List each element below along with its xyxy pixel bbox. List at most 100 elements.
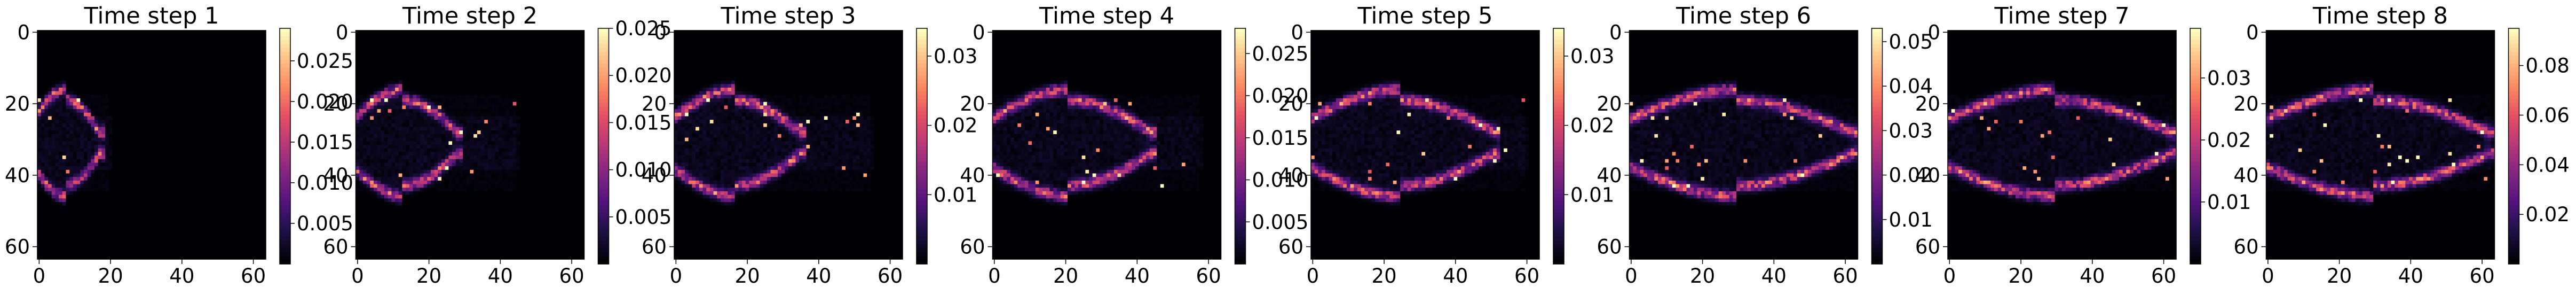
heatmap-cell <box>41 216 45 220</box>
heatmap-cell <box>77 184 81 188</box>
heatmap-cell <box>230 95 234 98</box>
heatmap-cell <box>116 177 120 181</box>
heatmap-cell <box>205 198 209 202</box>
heatmap-cell <box>244 70 248 74</box>
heatmap-cell <box>520 70 524 74</box>
heatmap-cell <box>570 45 574 49</box>
heatmap-cell <box>244 95 248 98</box>
heatmap-cell <box>98 145 102 149</box>
heatmap-cell <box>226 84 230 88</box>
heatmap-cell <box>212 88 216 91</box>
heatmap-cell <box>202 174 206 177</box>
heatmap-cell <box>226 248 230 252</box>
heatmap-cell <box>69 130 73 134</box>
heatmap-cell <box>198 238 202 242</box>
heatmap-cell <box>244 191 248 195</box>
heatmap-cell <box>234 56 238 59</box>
heatmap-cell <box>77 34 81 38</box>
heatmap-cell <box>55 220 59 223</box>
heatmap-cell <box>152 209 155 213</box>
heatmap-cell <box>248 116 252 120</box>
heatmap-cell <box>202 37 206 41</box>
heatmap-cell <box>251 149 255 152</box>
heatmap-cell <box>248 166 252 170</box>
heatmap-cell <box>48 138 52 142</box>
heatmap-cell <box>52 162 56 166</box>
heatmap-cell <box>120 138 123 142</box>
colorbar-band <box>280 256 290 260</box>
heatmap-cell <box>69 37 73 41</box>
heatmap-cell <box>94 138 98 142</box>
heatmap-cell <box>223 152 227 156</box>
heatmap-cell <box>41 134 45 138</box>
heatmap-cell <box>409 56 413 59</box>
heatmap-cell <box>105 252 109 256</box>
heatmap-cell <box>495 63 499 66</box>
heatmap-cell <box>145 84 148 88</box>
heatmap-cell <box>166 130 170 134</box>
heatmap-cell <box>434 52 438 56</box>
heatmap-cell <box>52 130 56 134</box>
heatmap-cell <box>255 56 259 59</box>
heatmap-cell <box>169 195 173 199</box>
heatmap-cell <box>127 213 130 216</box>
heatmap-cell <box>234 231 238 235</box>
heatmap-cell <box>41 145 45 149</box>
heatmap-cell <box>120 213 123 216</box>
heatmap-cell <box>88 156 91 159</box>
heatmap-cell <box>159 145 162 149</box>
heatmap-cell <box>152 134 155 138</box>
heatmap-cell <box>424 56 428 59</box>
heatmap-cell <box>88 206 91 209</box>
heatmap-cell <box>44 102 48 106</box>
heatmap-cell <box>66 66 70 70</box>
heatmap-cell <box>62 242 66 245</box>
heatmap-cell <box>120 134 123 138</box>
heatmap-cell <box>169 48 173 52</box>
heatmap-cell <box>77 248 81 252</box>
heatmap-cell <box>148 245 152 248</box>
heatmap-cell <box>248 195 252 199</box>
heatmap-cell <box>127 141 130 145</box>
heatmap-cell <box>169 216 173 220</box>
heatmap-cell <box>69 98 73 102</box>
heatmap-cell <box>534 48 538 52</box>
heatmap-cell <box>88 195 91 199</box>
heatmap-cell <box>80 174 84 177</box>
heatmap-cell <box>209 81 212 84</box>
heatmap-cell <box>152 37 155 41</box>
heatmap-cell <box>194 66 198 70</box>
heatmap-cell <box>194 242 198 245</box>
heatmap-cell <box>127 234 130 238</box>
heatmap-cell <box>223 116 227 120</box>
heatmap-cell <box>66 37 70 41</box>
heatmap-cell <box>467 56 470 59</box>
heatmap-cell <box>52 174 56 177</box>
heatmap-cell <box>541 34 545 38</box>
heatmap-cell <box>209 84 212 88</box>
heatmap-cell <box>127 220 130 223</box>
heatmap-cell <box>37 159 41 163</box>
heatmap-cell <box>505 30 509 34</box>
heatmap-cell <box>77 231 81 235</box>
heatmap-cell <box>166 41 170 45</box>
heatmap-cell <box>248 134 252 138</box>
heatmap-cell <box>212 152 216 156</box>
heatmap-cell <box>216 77 219 81</box>
heatmap-cell <box>244 130 248 134</box>
heatmap-cell <box>159 34 162 38</box>
heatmap-cell <box>88 145 91 149</box>
heatmap-cell <box>244 63 248 66</box>
heatmap-cell <box>230 41 234 45</box>
heatmap-cell <box>134 156 138 159</box>
heatmap-cell <box>169 223 173 227</box>
heatmap-cell <box>37 84 41 88</box>
heatmap-cell <box>238 70 241 74</box>
heatmap-cell <box>180 245 184 248</box>
heatmap-cell <box>431 30 434 34</box>
heatmap-cell <box>109 223 113 227</box>
heatmap-cell <box>69 149 73 152</box>
heatmap-cell <box>152 202 155 206</box>
heatmap-cell <box>187 170 191 174</box>
heatmap-cell <box>62 156 66 159</box>
